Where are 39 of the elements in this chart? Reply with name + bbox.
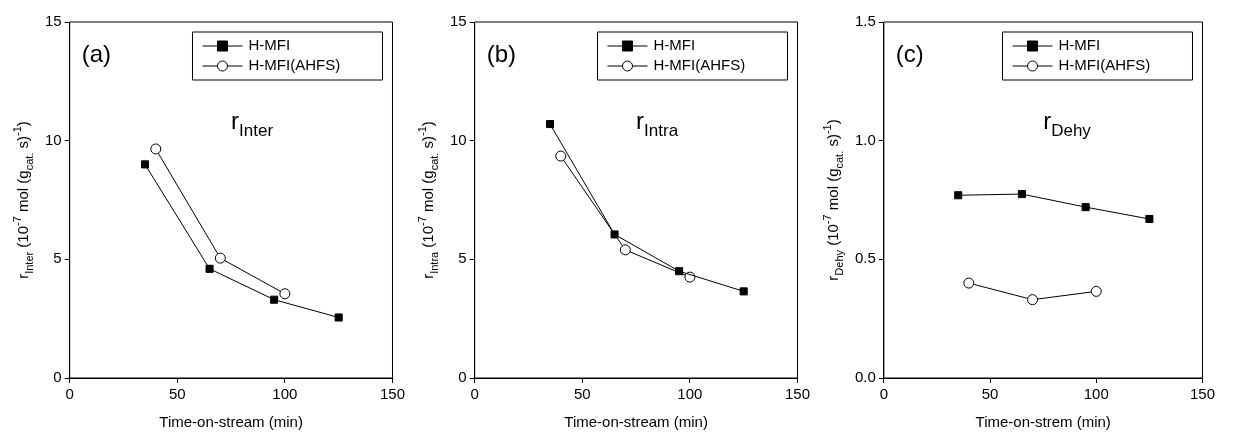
legend-label: H-MFI(AHFS) xyxy=(248,56,341,74)
legend-label: H-MFI xyxy=(1058,36,1101,54)
legend-label: H-MFI xyxy=(653,36,696,54)
y-tick-label: 10 xyxy=(45,130,62,148)
x-tick-label: 0 xyxy=(65,385,74,403)
annotation: (a) xyxy=(81,40,112,67)
x-tick-label: 50 xyxy=(981,385,999,403)
x-tick-label: 150 xyxy=(784,385,810,403)
y-tick-label: 15 xyxy=(450,12,467,30)
x-tick-label: 0 xyxy=(470,385,479,403)
x-tick-label: 100 xyxy=(677,385,703,403)
y-tick-label: 1.0 xyxy=(854,130,876,148)
y-tick-label: 0.0 xyxy=(854,368,876,386)
y-tick-label: 1.5 xyxy=(854,12,876,30)
y-tick-label: 0.5 xyxy=(854,249,876,267)
legend-label: H-MFI(AHFS) xyxy=(653,56,746,74)
y-tick-label: 5 xyxy=(53,249,62,267)
x-tick-label: 150 xyxy=(1189,385,1215,403)
x-axis-title: Time-on-stream (min) xyxy=(159,413,303,430)
y-tick-label: 0 xyxy=(458,368,467,386)
text: rDehy (10-7 mol (gcat. s)-1) xyxy=(821,119,845,281)
x-tick-label: 100 xyxy=(272,385,298,403)
x-tick-label: 150 xyxy=(379,385,405,403)
y-tick-label: 0 xyxy=(53,368,62,386)
y-tick-label: 5 xyxy=(458,249,467,267)
y-tick-label: 10 xyxy=(450,130,467,148)
x-tick-label: 100 xyxy=(1083,385,1109,403)
y-tick-label: 15 xyxy=(45,12,62,30)
x-axis-title: Time-on-stream (min) xyxy=(564,413,708,430)
legend-label: H-MFI(AHFS) xyxy=(1058,56,1151,74)
x-tick-label: 50 xyxy=(168,385,186,403)
text: rInter (10-7 mol (gcat. s)-1) xyxy=(11,121,35,279)
text: rIntra (10-7 mol (gcat. s)-1) xyxy=(416,121,440,279)
legend-label: H-MFI xyxy=(248,36,291,54)
x-tick-label: 50 xyxy=(573,385,591,403)
x-tick-label: 0 xyxy=(879,385,889,403)
annotation: (b) xyxy=(486,40,517,67)
annotation: (c) xyxy=(895,40,924,67)
x-axis-title: Time-on-strem (min) xyxy=(975,413,1111,430)
